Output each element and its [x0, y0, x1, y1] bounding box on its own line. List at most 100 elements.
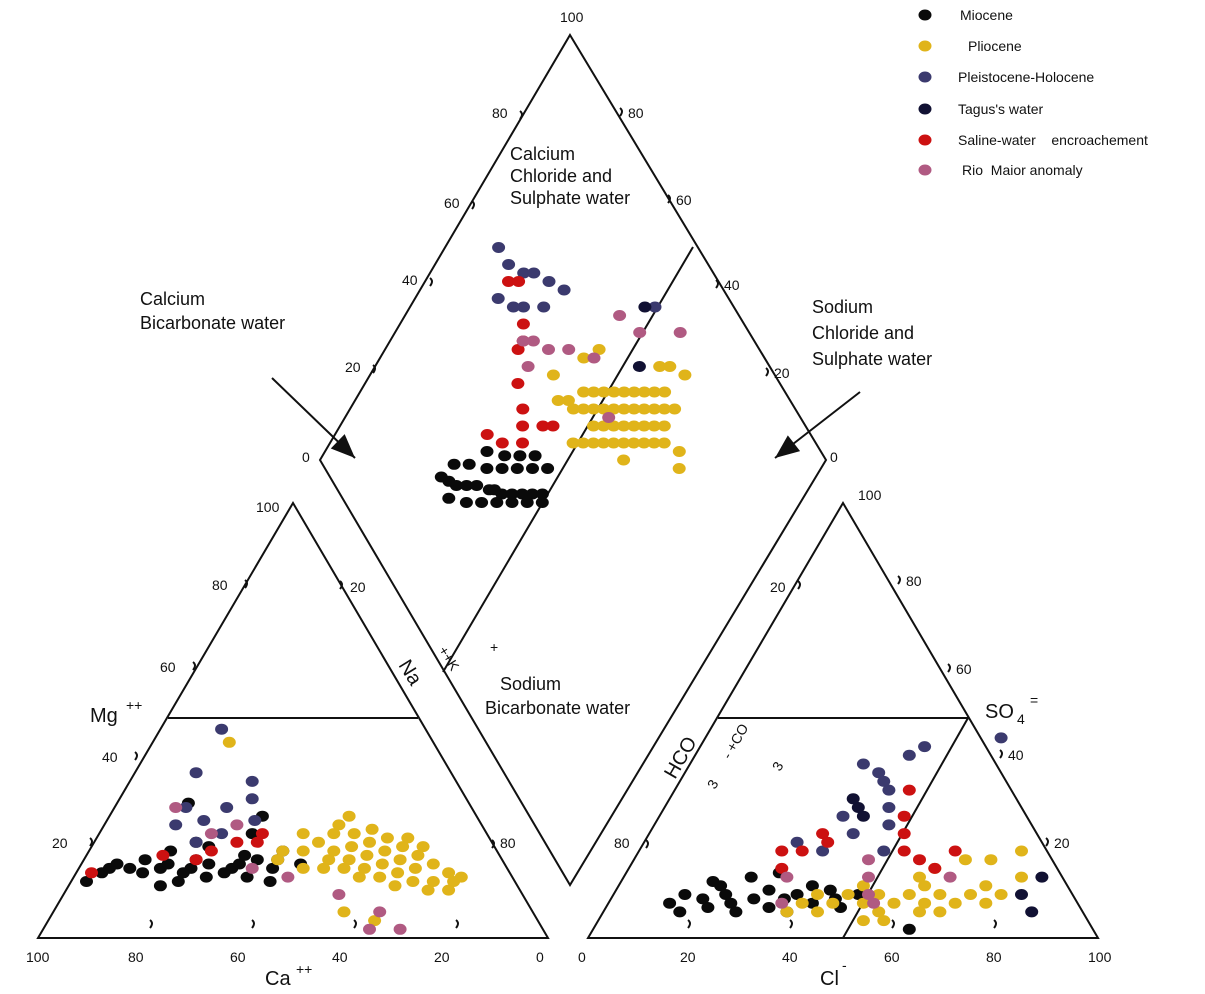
cation-point-rio-maior-anomaly: [245, 862, 259, 874]
diamond-point-pleistocene-holocene: [517, 301, 530, 313]
cation-point-pliocene: [416, 841, 430, 853]
anion-bottom-tick-label: 0: [578, 949, 586, 965]
cation-point-pleistocene-holocene: [189, 836, 203, 848]
cation-point-miocene: [202, 858, 216, 870]
anion-point-tagus-s-water: [1015, 889, 1028, 900]
anion-point-pliocene: [872, 906, 886, 918]
diamond-right-tick-label: 80: [628, 105, 644, 121]
cation-point-pliocene: [442, 884, 456, 896]
cation-point-pleistocene-holocene: [245, 793, 259, 805]
cation-left-tick: [134, 751, 138, 761]
cation-point-pliocene: [332, 819, 346, 831]
anion-point-pliocene: [841, 889, 855, 900]
cation-point-pliocene: [322, 854, 336, 866]
anion-point-pliocene: [872, 889, 886, 900]
anion-point-miocene: [729, 906, 743, 918]
cation-right-tick: [339, 580, 343, 590]
anion-point-pliocene: [918, 880, 932, 892]
diamond-left-tick-label: 100: [560, 9, 584, 25]
cation-point-rio-maior-anomaly: [281, 871, 295, 883]
calcium-bicarbonate-label: Bicarbonate water: [140, 313, 285, 333]
cation-point-pleistocene-holocene: [189, 767, 203, 779]
anion-point-pliocene: [984, 854, 998, 866]
anion-point-saline-water-encroachement: [897, 845, 911, 857]
diamond-point-miocene: [513, 450, 527, 462]
cation-point-pleistocene-holocene: [215, 723, 229, 735]
anion-point-pleistocene-holocene: [882, 784, 896, 796]
anion-point-miocene: [805, 897, 819, 909]
diamond-point-miocene: [498, 450, 512, 462]
diamond-point-rio-maior-anomaly: [633, 327, 647, 338]
diamond-point-rio-maior-anomaly: [587, 352, 601, 364]
cation-point-pliocene: [396, 841, 410, 853]
cation-point-miocene: [171, 876, 185, 887]
cation-point-saline-water-encroachement: [85, 867, 98, 879]
diamond-point-miocene: [470, 480, 484, 491]
cation-point-miocene: [184, 862, 198, 874]
cation-point-pliocene: [408, 862, 422, 874]
anion-point-pleistocene-holocene: [918, 741, 932, 753]
diamond-point-miocene: [510, 463, 524, 474]
diamond-point-pliocene: [617, 386, 631, 398]
anion-point-pleistocene-holocene: [902, 749, 916, 761]
diamond-point-pliocene: [617, 420, 631, 432]
diamond-point-pliocene: [587, 420, 600, 432]
cation-point-miocene: [110, 858, 124, 870]
anion-point-pleistocene-holocene: [872, 767, 886, 779]
diamond-point-pleistocene-holocene: [648, 301, 662, 313]
diamond-point-miocene: [528, 450, 542, 462]
anion-point-tagus-s-water: [1035, 871, 1049, 883]
anion-point-saline-water-encroachement: [897, 828, 911, 840]
diamond-point-pliocene: [597, 386, 611, 398]
diamond-point-pliocene: [627, 386, 641, 398]
anion-point-miocene: [724, 897, 738, 909]
cation-point-pleistocene-holocene: [215, 828, 229, 840]
anion-point-pliocene: [1015, 845, 1028, 857]
diamond-point-pliocene: [561, 395, 575, 406]
anion-bottom-tick: [993, 919, 997, 929]
diamond-point-pliocene: [647, 386, 661, 398]
anion-point-pleistocene-holocene: [846, 828, 860, 840]
diamond-point-pliocene: [637, 437, 651, 449]
cation-left-tick-label: 100: [256, 499, 280, 515]
diamond-point-saline-water-encroachement: [495, 437, 509, 449]
anion-point-pliocene: [826, 897, 840, 909]
diamond-point-pliocene: [672, 463, 686, 474]
anion-point-miocene: [902, 923, 916, 935]
legend-marker: [918, 164, 932, 176]
anion-point-miocene: [790, 889, 804, 900]
cation-point-miocene: [245, 828, 259, 840]
diamond-point-pliocene: [627, 437, 641, 449]
diamond-point-rio-maior-anomaly: [516, 335, 530, 347]
ca-axis-superscript: ++: [296, 961, 312, 977]
diamond-point-miocene: [480, 446, 494, 457]
cation-point-pliocene: [337, 906, 351, 918]
legend-marker: [918, 134, 932, 146]
anion-point-saline-water-encroachement: [913, 854, 926, 866]
anion-right-tick: [947, 663, 951, 673]
cation-point-miocene: [123, 862, 137, 874]
anion-point-miocene: [673, 906, 687, 918]
anion-point-pliocene: [933, 906, 947, 918]
diamond-point-pliocene: [597, 420, 611, 432]
diamond-left-tick: [429, 277, 433, 287]
diamond-right-tick-label: 20: [774, 365, 790, 381]
diamond-point-saline-water-encroachement: [516, 403, 530, 415]
diamond-point-pliocene: [576, 437, 590, 449]
diamond-point-miocene: [475, 497, 489, 508]
diamond-point-pliocene: [658, 386, 672, 398]
anion-point-saline-water-encroachement: [928, 862, 942, 874]
cation-point-rio-maior-anomaly: [169, 802, 183, 813]
cation-point-saline-water-encroachement: [204, 845, 218, 857]
diamond-point-pliocene: [617, 403, 631, 415]
diamond-right-tick-label: 60: [676, 192, 692, 208]
anion-right-tick: [1045, 837, 1049, 847]
diamond-point-rio-maior-anomaly: [521, 361, 535, 372]
cation-left-tick-label: 20: [52, 835, 68, 851]
cation-bottom-tick-label: 60: [230, 949, 246, 965]
cation-point-pliocene: [378, 845, 392, 857]
diamond-point-pliocene: [647, 437, 661, 449]
